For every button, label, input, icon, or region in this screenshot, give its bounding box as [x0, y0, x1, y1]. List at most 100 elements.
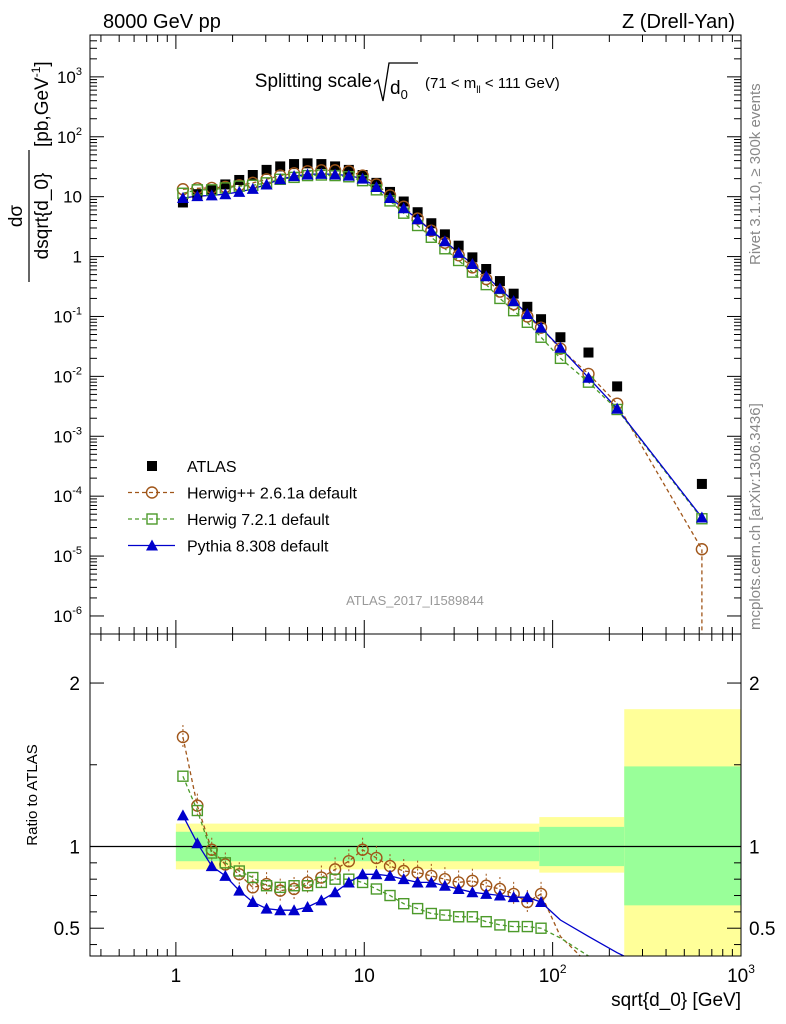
- main-point-3-27: [554, 341, 567, 353]
- main-ytick-label-2: 10-4: [53, 485, 82, 506]
- main-point-3-1: [191, 190, 204, 202]
- ratio-point-1-4: [233, 865, 245, 877]
- main-point-3-5: [246, 182, 259, 194]
- main-point-0-15: [385, 186, 396, 197]
- main-point-3-19: [438, 235, 451, 247]
- main-point-3-17: [411, 213, 424, 225]
- main-point-3-24: [507, 295, 520, 307]
- main-point-0-28: [583, 347, 594, 358]
- main-point-3-8: [288, 170, 301, 182]
- main-point-0-7: [275, 161, 286, 172]
- ratio-point-1-7: [274, 881, 286, 894]
- ratio-point-2-12: [342, 876, 355, 888]
- ratio-ytick-label-1: 1: [69, 837, 80, 858]
- main-point-3-6: [260, 178, 273, 190]
- main-point-3-22: [480, 270, 493, 282]
- main-point-3-28: [582, 371, 595, 383]
- main-point-0-6: [261, 164, 272, 175]
- legend-label-3: Pythia 8.308 default: [187, 539, 329, 556]
- ratio-series-layer: [176, 724, 626, 956]
- main-ytick-label-8: 102: [57, 126, 82, 147]
- legend-label-2: Herwig 7.2.1 default: [187, 512, 330, 529]
- ratio-point-1-8: [288, 880, 300, 892]
- main-point-0-26: [536, 314, 547, 325]
- ratio-point-1-16: [398, 897, 410, 910]
- main-point-2-27: [554, 352, 567, 365]
- main-line-2: [182, 174, 703, 520]
- ratio-point-0-0: [176, 730, 190, 744]
- x-axis-label: sqrt{d_0} [GeV]: [611, 990, 741, 1011]
- ratio-line-1: [182, 775, 590, 956]
- ratio-point-2-24: [507, 891, 520, 903]
- main-point-0-24: [508, 288, 519, 299]
- ratio-xtick-label-2: 102: [539, 962, 567, 987]
- ratio-point-2-21: [466, 886, 479, 898]
- ratio-point-0-14: [370, 851, 383, 865]
- main-point-3-23: [493, 282, 506, 294]
- main-point-0-18: [426, 218, 437, 229]
- main-point-3-4: [233, 185, 246, 197]
- main-point-3-13: [356, 172, 369, 184]
- ratio-point-2-6: [260, 902, 273, 914]
- ratio-point-1-14: [370, 883, 383, 895]
- ratio-point-2-16: [397, 873, 410, 885]
- ratio-point-1-19: [439, 909, 451, 921]
- main-point-0-19: [439, 229, 450, 240]
- main-point-3-21: [466, 258, 479, 270]
- main-point-3-3: [219, 188, 232, 200]
- ratio-point-2-25: [521, 891, 534, 903]
- main-ytick-label-0: 10-6: [53, 605, 82, 626]
- main-point-3-26: [535, 321, 548, 333]
- ratio-ytick-label-r-1: 1: [749, 837, 760, 858]
- ratio-point-1-26: [535, 922, 547, 934]
- ratio-point-0-13: [356, 843, 369, 856]
- ratio-xtick-label-1: 10: [354, 966, 375, 987]
- ratio-point-1-10: [315, 876, 328, 889]
- ratio-point-1-2: [206, 847, 218, 859]
- ylabel-unit: [pb,GeV-1]: [29, 61, 53, 147]
- ratio-point-2-14: [370, 868, 383, 880]
- main-ytick-label-5: 10-1: [53, 305, 82, 326]
- main-point-0-10: [316, 159, 327, 170]
- ratio-point-1-23: [494, 919, 506, 931]
- ratio-xtick-label-0: 1: [171, 966, 182, 987]
- main-point-3-12: [342, 169, 355, 181]
- main-point-3-10: [315, 167, 328, 179]
- main-point-3-18: [425, 224, 438, 236]
- main-point-0-30: [696, 478, 707, 489]
- main-point-3-2: [205, 189, 218, 201]
- legend-marker-3: [146, 539, 158, 551]
- ratio-point-1-22: [480, 915, 492, 928]
- legend-label-1: Herwig++ 2.6.1a default: [187, 486, 357, 503]
- title-main: Splitting scale: [255, 71, 372, 92]
- ratio-point-2-8: [288, 904, 301, 916]
- main-ytick-label-9: 103: [57, 66, 82, 87]
- ratio-axes: 0.5 0.5 1 1 2 2 1 10 102 103: [54, 633, 775, 987]
- ratio-point-1-21: [466, 911, 479, 923]
- ylabel-numerator: dσ: [6, 205, 27, 228]
- ratio-point-1-17: [411, 902, 424, 915]
- panel-title: Splitting scale d0 (71 < mll < 111 GeV): [255, 62, 560, 102]
- ratio-point-2-7: [274, 904, 287, 916]
- ratio-point-2-1: [191, 837, 204, 849]
- ratio-point-2-23: [493, 889, 506, 901]
- ratio-point-1-3: [219, 857, 232, 869]
- header-right: Z (Drell-Yan): [622, 11, 735, 33]
- main-ytick-label-1: 10-5: [53, 545, 82, 566]
- ratio-xtick-label-3: 103: [727, 962, 755, 987]
- main-point-3-29: [611, 402, 624, 414]
- main-point-0-25: [522, 301, 533, 312]
- main-point-3-9: [301, 168, 314, 180]
- main-ytick-label-3: 10-3: [53, 425, 82, 446]
- ratio-point-2-5: [246, 896, 259, 908]
- analysis-watermark: ATLAS_2017_I1589844: [346, 593, 484, 608]
- main-ytick-label-7: 10: [63, 188, 82, 207]
- ratio-point-0-12: [342, 854, 356, 868]
- ratio-point-2-20: [452, 882, 465, 894]
- main-point-0-27: [555, 332, 566, 343]
- ratio-point-1-5: [247, 871, 259, 884]
- main-point-1-30: [695, 543, 709, 556]
- main-point-3-16: [397, 202, 410, 214]
- legend-marker-0: [147, 461, 157, 471]
- title-sqrt-symbol: d0: [390, 78, 408, 102]
